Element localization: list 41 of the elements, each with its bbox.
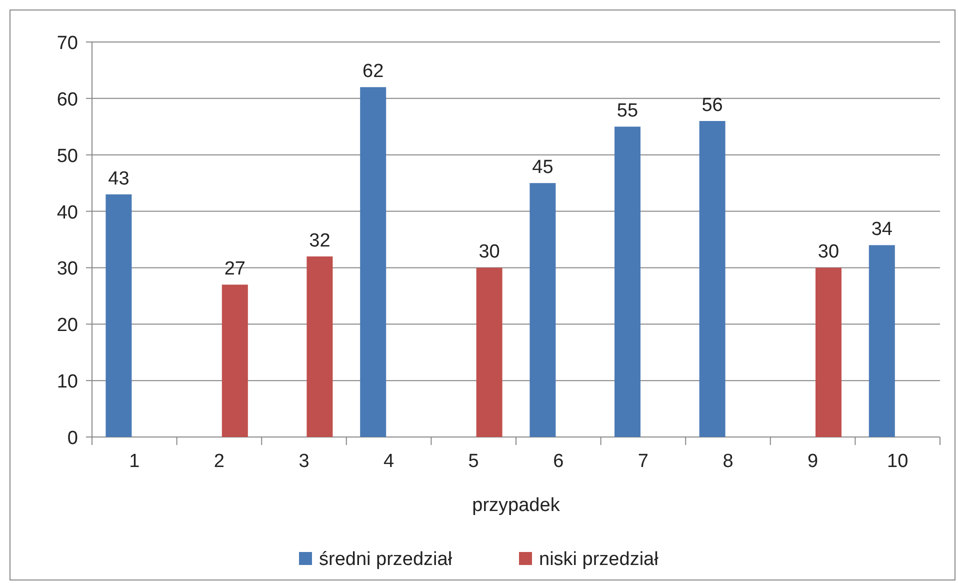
data-label: 27 — [224, 258, 246, 280]
x-tick-label: 2 — [214, 451, 224, 472]
x-tick-label: 10 — [887, 451, 908, 472]
data-label: 34 — [871, 219, 893, 240]
data-label: 55 — [616, 100, 638, 122]
x-tick-label: 4 — [384, 451, 395, 472]
x-tick-label: 1 — [129, 451, 140, 472]
bar — [699, 121, 726, 437]
bar — [530, 183, 556, 437]
x-tick-label: 7 — [638, 451, 648, 472]
x-axis-title: przypadek — [472, 495, 560, 516]
bar — [476, 268, 502, 437]
y-tick-label: 10 — [56, 372, 78, 393]
data-label: 30 — [478, 242, 500, 263]
bar — [306, 256, 333, 437]
y-tick-label: 40 — [56, 202, 78, 224]
data-label: 56 — [702, 95, 723, 116]
y-tick-label: 60 — [56, 89, 78, 110]
legend-label: średni przedział — [319, 549, 453, 570]
data-label: 62 — [362, 61, 384, 82]
x-tick-label: 8 — [722, 451, 734, 472]
bar — [816, 268, 842, 437]
x-tick-label: 6 — [553, 451, 564, 472]
bar — [106, 194, 132, 437]
bar — [360, 87, 386, 437]
y-tick-label: 50 — [56, 146, 78, 167]
bar — [868, 245, 895, 437]
data-label: 30 — [818, 242, 840, 263]
y-tick-label: 70 — [56, 33, 78, 54]
x-tick-label: 9 — [808, 451, 818, 472]
bar — [222, 284, 248, 437]
y-tick-label: 20 — [56, 315, 78, 336]
bar — [614, 126, 640, 437]
x-tick-label: 3 — [298, 451, 310, 472]
y-tick-label: 0 — [67, 428, 78, 449]
y-tick-label: 30 — [56, 258, 78, 280]
data-label: 32 — [309, 230, 330, 252]
x-tick-label: 5 — [468, 451, 479, 472]
legend-label: niski przedział — [539, 549, 660, 570]
data-label: 45 — [532, 157, 554, 178]
data-label: 43 — [108, 168, 130, 190]
